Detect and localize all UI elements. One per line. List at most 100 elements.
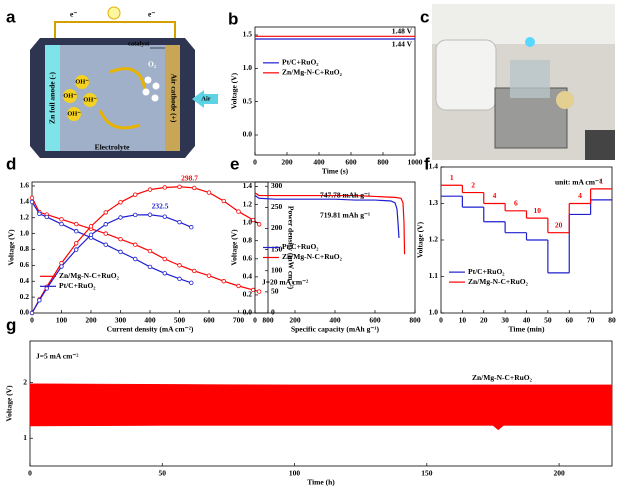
x-tick-label: 800 [409, 316, 421, 325]
y-tick-label: 1.0 [20, 228, 30, 237]
peak-label: 298.7 [181, 173, 198, 182]
y-axis-label: Voltage (V) [230, 72, 239, 109]
y2-axis-label: Power density (mW cm⁻²) [286, 206, 295, 290]
point [206, 273, 212, 278]
x-axis-label: Time (min) [509, 325, 545, 334]
legend-label: Pt/C+RuO₂ [282, 242, 319, 251]
x-tick-label: 100 [56, 316, 68, 325]
point [256, 289, 262, 294]
x-tick-label: 800 [262, 316, 274, 325]
legend-label: Pt/C+RuO₂ [59, 281, 96, 290]
ion-label: OH⁻ [67, 110, 81, 117]
bulb [107, 6, 121, 20]
electron-label: e⁻ [70, 10, 77, 19]
anode [45, 45, 60, 151]
x-axis-label: Time (h) [307, 478, 335, 486]
x-tick-label: 400 [313, 158, 325, 167]
oxygen-label: O₂ [148, 60, 157, 69]
y-tick-label: 1.0 [243, 63, 253, 72]
y-tick-label: 0.8 [243, 235, 253, 244]
point [147, 264, 153, 270]
y-tick-label: 2 [23, 377, 27, 386]
y2-tick-label: 0 [271, 308, 275, 317]
annotation: 1.44 V [392, 40, 413, 49]
annotation: 719.81 mAh g⁻¹ [320, 211, 370, 220]
point [162, 271, 167, 276]
electrolyte-cell [510, 60, 550, 98]
y-tick-label: 0.2 [20, 292, 30, 301]
x-axis-label: Specific capacity (mAh g⁻¹) [291, 325, 380, 334]
point [147, 248, 153, 254]
current-label: 10 [533, 206, 541, 215]
point [118, 249, 123, 255]
point [103, 231, 108, 236]
x-tick-label: 20 [480, 316, 488, 325]
air-label: Air [201, 95, 211, 102]
x-tick-label: 800 [377, 158, 389, 167]
current-label: 20 [555, 220, 563, 229]
point [74, 247, 79, 252]
point [206, 190, 212, 195]
x-axis-label: Time (s) [322, 167, 349, 176]
point [177, 263, 182, 268]
point [133, 242, 138, 247]
panel-label: c [420, 7, 429, 26]
point [59, 217, 64, 222]
x-tick-label: 0 [253, 316, 257, 325]
bench [585, 130, 615, 160]
led [525, 37, 535, 47]
y2-tick-label: 300 [271, 181, 283, 190]
air-arrow [192, 90, 218, 108]
y-axis-label: Voltage (V) [5, 385, 14, 422]
point [59, 264, 64, 269]
point [88, 224, 94, 229]
y2-tick-label: 150 [271, 244, 283, 253]
y2-tick-label: 250 [271, 202, 283, 211]
x-tick-label: 40 [523, 316, 531, 325]
y-tick-label: 0.8 [20, 244, 30, 253]
photo: c [420, 4, 615, 160]
bubble [144, 76, 152, 84]
bubble [142, 88, 150, 96]
legend-label: Zn/Mg-N-C+RuO₂ [282, 252, 343, 261]
point [118, 200, 123, 205]
point [59, 221, 64, 227]
electron-label: e⁻ [148, 10, 155, 19]
current-label: 4 [493, 191, 497, 200]
point [189, 280, 194, 286]
y-tick-label: 0.2 [243, 290, 253, 299]
point [103, 222, 108, 227]
ion [83, 93, 97, 107]
annotation: J=5 mA cm⁻² [36, 352, 79, 361]
y-tick-label: 1.4 [243, 181, 253, 190]
x-tick-label: 60 [566, 316, 574, 325]
x-tick-label: 1000 [408, 158, 423, 167]
schematic: a e⁻ e⁻ Zn foil anode (-) Air cathode (+… [6, 6, 218, 158]
annotation: 1.48 V [392, 27, 413, 36]
x-tick-label: 50 [159, 469, 167, 478]
panel-label: a [6, 7, 16, 26]
current-label: 1 [450, 173, 454, 182]
point [162, 214, 167, 219]
point [133, 212, 138, 218]
y-tick-label: 0.4 [20, 276, 30, 285]
point [192, 268, 197, 274]
y-tick-label: 1.1 [429, 271, 439, 280]
point [37, 211, 42, 216]
legend-label: Zn/Mg-N-C+RuO₂ [59, 271, 120, 280]
wall [432, 4, 615, 44]
x-axis-label: Current density (mA cm⁻²) [107, 325, 194, 334]
x-tick-label: 600 [369, 316, 381, 325]
cycle-arrow [109, 67, 147, 91]
point [236, 283, 241, 289]
point [88, 232, 94, 238]
y-tick-label: 1.0 [429, 308, 439, 317]
x-tick-label: 200 [85, 316, 97, 325]
point [177, 184, 182, 189]
panel-label: g [6, 315, 16, 334]
point [221, 198, 226, 204]
ion-label: OH⁻ [75, 78, 89, 85]
point [29, 199, 35, 205]
bubble [152, 82, 160, 90]
